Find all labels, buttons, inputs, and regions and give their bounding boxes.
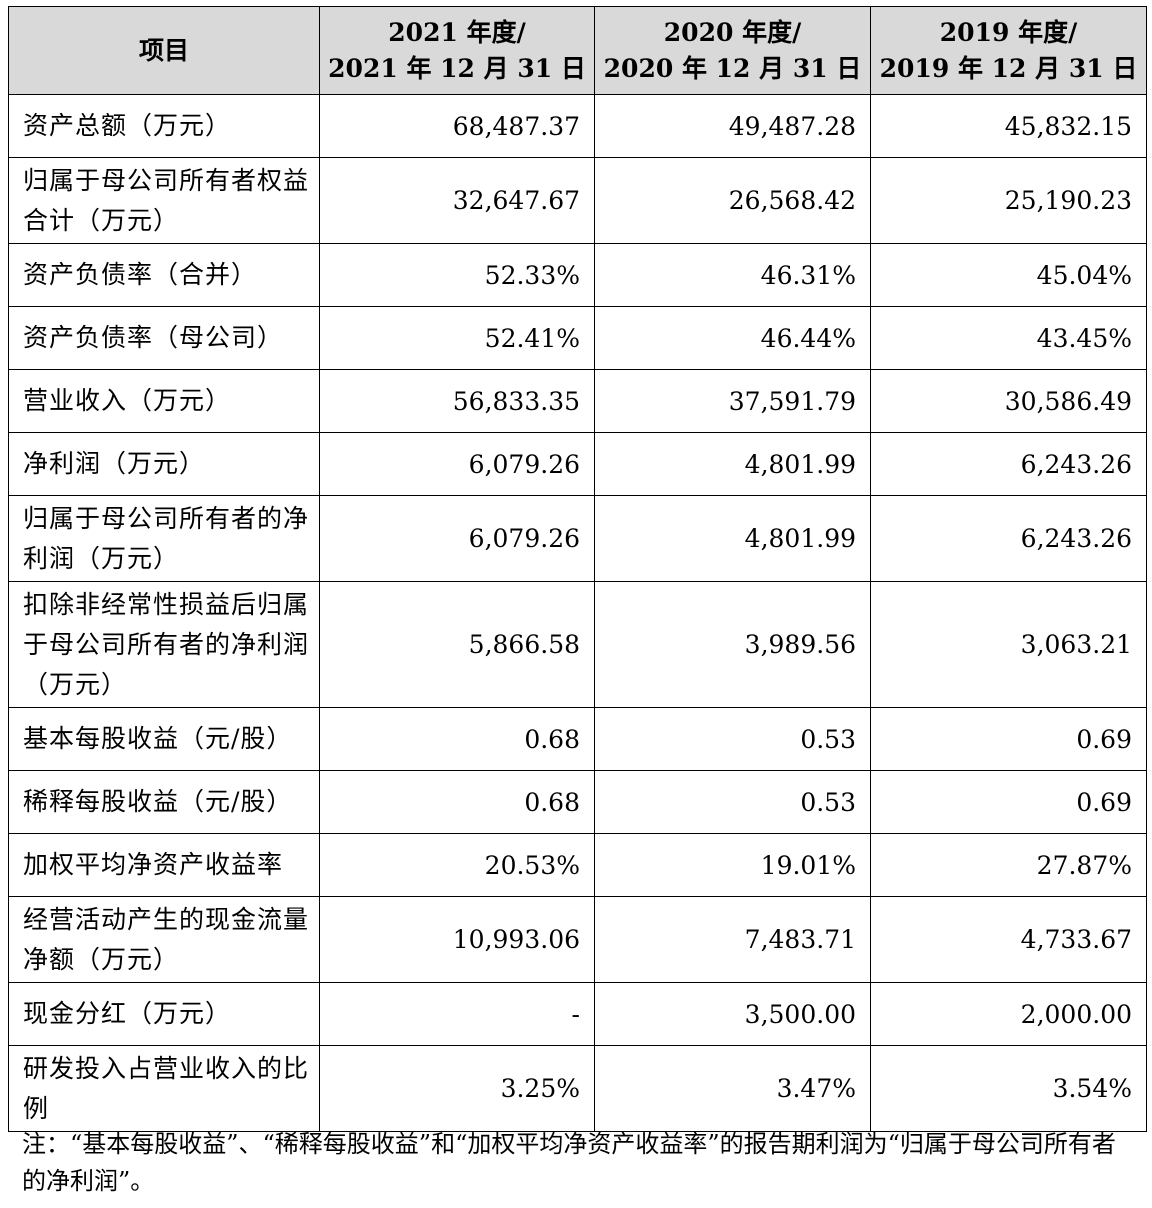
cell-2021: 20.53% [319, 833, 595, 897]
cell-2020: 3,989.56 [594, 581, 871, 708]
table-row: 扣除非经常性损益后归属于母公司所有者的净利润（万元） 5,866.58 3,98… [8, 581, 1147, 708]
header-2021-line2: 2021 年 12 月 31 日 [328, 53, 586, 83]
table-header-row: 项目 2021 年度/ 2021 年 12 月 31 日 2020 年度/ 20… [8, 6, 1147, 95]
cell-2020: 37,591.79 [594, 369, 871, 433]
cell-2019: 25,190.23 [870, 157, 1147, 244]
cell-2019: 0.69 [870, 707, 1147, 771]
row-label: 归属于母公司所有者的净利润（万元） [8, 495, 320, 582]
cell-2020: 46.44% [594, 306, 871, 370]
cell-2019: 6,243.26 [870, 432, 1147, 496]
cell-2021: 52.33% [319, 243, 595, 307]
row-label: 经营活动产生的现金流量净额（万元） [8, 896, 320, 983]
financial-summary-table: 项目 2021 年度/ 2021 年 12 月 31 日 2020 年度/ 20… [8, 6, 1147, 1132]
cell-2020: 7,483.71 [594, 896, 871, 983]
header-2019-line2: 2019 年 12 月 31 日 [879, 53, 1138, 83]
header-2021: 2021 年度/ 2021 年 12 月 31 日 [319, 6, 595, 95]
table-row: 基本每股收益（元/股） 0.68 0.53 0.69 [8, 707, 1147, 771]
cell-2019: 27.87% [870, 833, 1147, 897]
header-2021-line1: 2021 年度/ [388, 17, 526, 47]
cell-2019: 3,063.21 [870, 581, 1147, 708]
header-item-text: 项目 [138, 35, 189, 65]
table-row: 研发投入占营业收入的比例 3.25% 3.47% 3.54% [8, 1045, 1147, 1132]
header-item: 项目 [8, 6, 320, 95]
cell-2021: - [319, 982, 595, 1046]
table-row: 稀释每股收益（元/股） 0.68 0.53 0.69 [8, 770, 1147, 834]
header-2019-line1: 2019 年度/ [939, 17, 1078, 47]
cell-2019: 0.69 [870, 770, 1147, 834]
cell-2021: 6,079.26 [319, 432, 595, 496]
row-label: 扣除非经常性损益后归属于母公司所有者的净利润（万元） [8, 581, 320, 708]
cell-2020: 19.01% [594, 833, 871, 897]
cell-2019: 45,832.15 [870, 94, 1147, 158]
row-label: 加权平均净资产收益率 [8, 833, 320, 897]
header-2020-line2: 2020 年 12 月 31 日 [603, 53, 862, 83]
row-label: 现金分红（万元） [8, 982, 320, 1046]
header-2020-line1: 2020 年度/ [663, 17, 802, 47]
cell-2020: 4,801.99 [594, 432, 871, 496]
table-row: 资产总额（万元） 68,487.37 49,487.28 45,832.15 [8, 94, 1147, 158]
cell-2020: 46.31% [594, 243, 871, 307]
header-2020: 2020 年度/ 2020 年 12 月 31 日 [594, 6, 871, 95]
row-label: 资产负债率（合并） [8, 243, 320, 307]
cell-2021: 32,647.67 [319, 157, 595, 244]
table-row: 资产负债率（母公司） 52.41% 46.44% 43.45% [8, 306, 1147, 370]
cell-2020: 0.53 [594, 770, 871, 834]
table-row: 经营活动产生的现金流量净额（万元） 10,993.06 7,483.71 4,7… [8, 896, 1147, 983]
table-row: 加权平均净资产收益率 20.53% 19.01% 27.87% [8, 833, 1147, 897]
cell-2021: 52.41% [319, 306, 595, 370]
row-label: 营业收入（万元） [8, 369, 320, 433]
cell-2019: 2,000.00 [870, 982, 1147, 1046]
cell-2021: 56,833.35 [319, 369, 595, 433]
cell-2021: 3.25% [319, 1045, 595, 1132]
table-row: 归属于母公司所有者权益合计（万元） 32,647.67 26,568.42 25… [8, 157, 1147, 244]
cell-2021: 68,487.37 [319, 94, 595, 158]
cell-2020: 3.47% [594, 1045, 871, 1132]
cell-2020: 26,568.42 [594, 157, 871, 244]
cell-2020: 0.53 [594, 707, 871, 771]
table-row: 资产负债率（合并） 52.33% 46.31% 45.04% [8, 243, 1147, 307]
table-row: 现金分红（万元） - 3,500.00 2,000.00 [8, 982, 1147, 1046]
row-label: 稀释每股收益（元/股） [8, 770, 320, 834]
cell-2019: 6,243.26 [870, 495, 1147, 582]
cell-2021: 0.68 [319, 707, 595, 771]
cell-2019: 4,733.67 [870, 896, 1147, 983]
cell-2021: 5,866.58 [319, 581, 595, 708]
table-row: 归属于母公司所有者的净利润（万元） 6,079.26 4,801.99 6,24… [8, 495, 1147, 582]
cell-2019: 3.54% [870, 1045, 1147, 1132]
cell-2021: 0.68 [319, 770, 595, 834]
row-label: 研发投入占营业收入的比例 [8, 1045, 320, 1132]
row-label: 资产负债率（母公司） [8, 306, 320, 370]
cell-2019: 43.45% [870, 306, 1147, 370]
cell-2021: 10,993.06 [319, 896, 595, 983]
cell-2019: 30,586.49 [870, 369, 1147, 433]
cell-2021: 6,079.26 [319, 495, 595, 582]
table-footnote: 注：“基本每股收益”、“稀释每股收益”和“加权平均净资产收益率”的报告期利润为“… [22, 1130, 1116, 1195]
cell-2020: 4,801.99 [594, 495, 871, 582]
cell-2020: 49,487.28 [594, 94, 871, 158]
row-label: 基本每股收益（元/股） [8, 707, 320, 771]
header-2019: 2019 年度/ 2019 年 12 月 31 日 [870, 6, 1147, 95]
cell-2020: 3,500.00 [594, 982, 871, 1046]
table-row: 营业收入（万元） 56,833.35 37,591.79 30,586.49 [8, 369, 1147, 433]
row-label: 净利润（万元） [8, 432, 320, 496]
table-row: 净利润（万元） 6,079.26 4,801.99 6,243.26 [8, 432, 1147, 496]
row-label: 资产总额（万元） [8, 94, 320, 158]
cell-2019: 45.04% [870, 243, 1147, 307]
row-label: 归属于母公司所有者权益合计（万元） [8, 157, 320, 244]
